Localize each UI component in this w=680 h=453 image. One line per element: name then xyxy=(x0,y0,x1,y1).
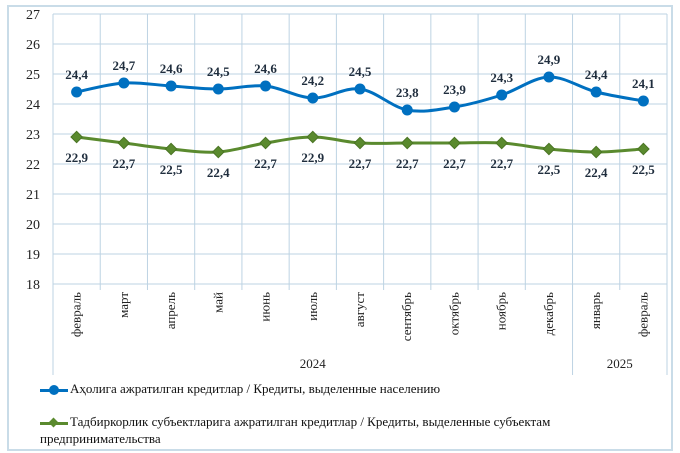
y-tick-label: 18 xyxy=(26,278,40,293)
data-label: 24,7 xyxy=(112,58,135,73)
legend-item-households: Аҳолига ажратилган кредитлар / Кредиты, … xyxy=(40,381,440,397)
year-label: 2024 xyxy=(300,356,327,371)
data-label: 24,6 xyxy=(160,61,183,76)
x-tick-label: май xyxy=(210,292,225,313)
data-point xyxy=(448,101,460,113)
x-tick-label: сентябрь xyxy=(399,292,414,341)
data-point xyxy=(212,83,224,95)
data-point xyxy=(70,130,83,144)
data-label: 24,9 xyxy=(538,52,561,67)
data-label: 22,7 xyxy=(112,156,135,171)
data-point xyxy=(400,136,414,150)
x-tick-label: апрель xyxy=(163,292,178,329)
data-point xyxy=(259,136,272,150)
data-label: 23,9 xyxy=(443,82,466,97)
legend-marker-diamond-icon xyxy=(40,417,68,428)
data-point xyxy=(306,130,320,144)
x-tick-label: октябрь xyxy=(446,292,461,335)
data-point xyxy=(543,71,555,83)
x-tick-label: март xyxy=(116,292,131,318)
data-point xyxy=(117,136,131,150)
x-tick-label: февраль xyxy=(69,292,84,337)
data-point xyxy=(637,142,650,156)
data-point xyxy=(353,136,367,150)
y-tick-label: 22 xyxy=(26,158,40,173)
x-tick-label: август xyxy=(352,292,367,328)
data-label: 22,5 xyxy=(632,162,655,177)
y-tick-label: 20 xyxy=(26,218,40,233)
data-label: 24,1 xyxy=(632,76,655,91)
data-point xyxy=(495,136,509,150)
y-tick-label: 25 xyxy=(26,68,40,83)
data-label: 24,5 xyxy=(349,64,372,79)
data-label: 22,4 xyxy=(585,165,608,180)
y-tick-label: 19 xyxy=(26,248,40,263)
data-point xyxy=(260,80,272,92)
data-label: 22,5 xyxy=(160,162,183,177)
data-label: 22,4 xyxy=(207,165,230,180)
data-label: 22,5 xyxy=(538,162,561,177)
data-label: 24,4 xyxy=(585,67,608,82)
data-point xyxy=(354,83,366,95)
data-label: 22,7 xyxy=(443,156,466,171)
x-tick-label: ноябрь xyxy=(494,292,509,330)
data-label: 22,7 xyxy=(254,156,277,171)
data-point xyxy=(590,86,602,98)
data-label: 22,9 xyxy=(65,150,88,165)
year-label: 2025 xyxy=(607,356,633,371)
data-label: 23,8 xyxy=(396,85,419,100)
legend-label: Тадбиркорлик субъектларига ажратилган кр… xyxy=(40,414,551,446)
x-tick-label: июнь xyxy=(258,292,273,322)
data-point xyxy=(307,92,319,104)
legend-label: Аҳолига ажратилган кредитлар / Кредиты, … xyxy=(70,381,441,396)
data-point xyxy=(164,142,178,156)
y-tick-label: 21 xyxy=(26,188,40,203)
data-label: 22,9 xyxy=(301,150,324,165)
data-point xyxy=(637,95,649,107)
legend-marker-circle-icon xyxy=(40,385,68,396)
y-tick-label: 26 xyxy=(26,38,40,53)
data-label: 24,6 xyxy=(254,61,277,76)
data-label: 22,7 xyxy=(396,156,419,171)
x-tick-label: декабрь xyxy=(541,292,556,335)
data-label: 24,3 xyxy=(490,70,513,85)
data-point xyxy=(71,86,83,98)
data-label: 24,5 xyxy=(207,64,230,79)
data-label: 24,4 xyxy=(65,67,88,82)
y-tick-label: 27 xyxy=(26,8,40,23)
data-point xyxy=(118,77,130,89)
data-point xyxy=(542,142,556,156)
data-point xyxy=(589,145,603,159)
data-point xyxy=(448,136,461,150)
y-tick-label: 23 xyxy=(26,128,40,143)
data-point xyxy=(401,104,413,116)
data-label: 22,7 xyxy=(349,156,372,171)
x-tick-label: февраль xyxy=(635,292,650,337)
chart-frame xyxy=(7,5,673,451)
data-point xyxy=(165,80,177,92)
y-tick-label: 24 xyxy=(26,98,40,113)
x-tick-label: июль xyxy=(305,292,320,321)
data-point xyxy=(496,89,508,101)
data-label: 22,7 xyxy=(490,156,513,171)
legend-item-business: Тадбиркорлик субъектларига ажратилган кр… xyxy=(40,413,640,447)
data-label: 24,2 xyxy=(301,73,324,88)
data-point xyxy=(211,145,225,159)
x-tick-label: январь xyxy=(588,292,603,329)
